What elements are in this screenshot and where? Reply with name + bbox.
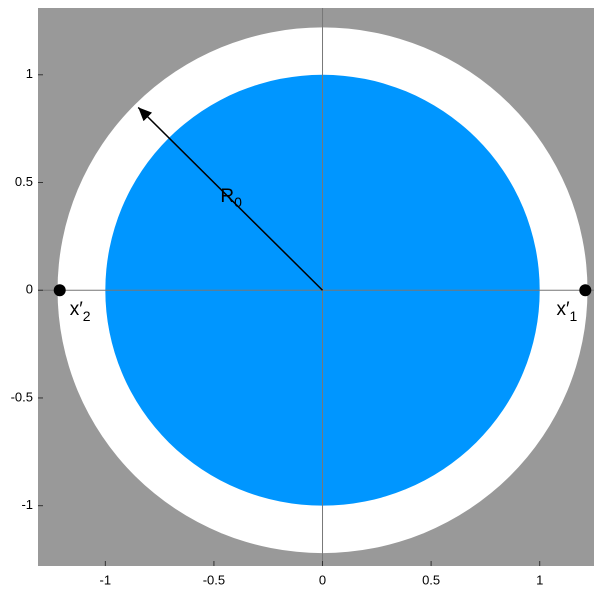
radius-label: R0: [220, 186, 242, 210]
x-tick-label: 0: [319, 572, 326, 587]
point-label-text: x′: [556, 299, 570, 320]
y-tick-label: 0: [26, 282, 33, 297]
point: [53, 284, 66, 297]
y-tick-label: -1: [21, 497, 33, 512]
x-tick-label: 0.5: [422, 572, 440, 587]
radius-label-text: R: [220, 186, 234, 207]
y-tick-label: 0.5: [15, 174, 33, 189]
point-label-sub: 2: [83, 308, 91, 324]
x-tick-label: -0.5: [203, 572, 225, 587]
point-label-text: x′: [70, 299, 84, 320]
point-label: x′2: [70, 299, 91, 324]
y-tick-label: 1: [26, 66, 33, 81]
x-tick-label: 1: [536, 572, 543, 587]
radius-label-sub: 0: [234, 194, 242, 210]
point: [579, 284, 592, 297]
radius-arrow: [137, 106, 324, 291]
x-tick-label: -1: [100, 572, 112, 587]
point-label-sub: 1: [570, 308, 578, 324]
y-tick-label: -0.5: [11, 389, 33, 404]
point-label: x′1: [556, 299, 577, 324]
